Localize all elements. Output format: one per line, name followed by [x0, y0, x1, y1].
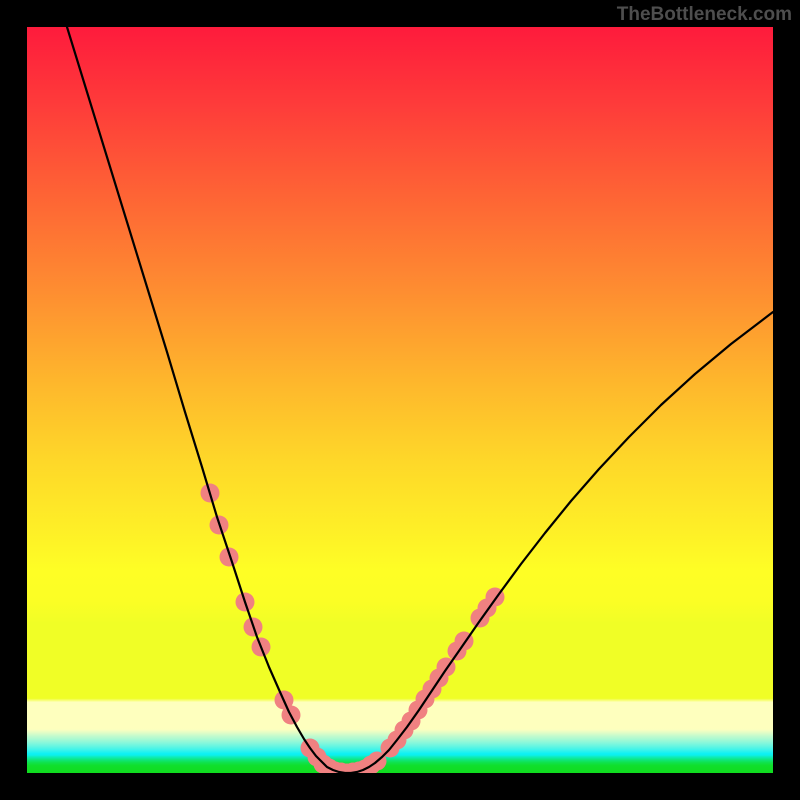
attribution-text: TheBottleneck.com [617, 4, 792, 26]
curve-layer [27, 27, 773, 773]
bottleneck-curve [67, 27, 773, 773]
beads-group [201, 484, 505, 774]
chart-frame: TheBottleneck.com [0, 0, 800, 800]
plot-area [27, 27, 773, 773]
